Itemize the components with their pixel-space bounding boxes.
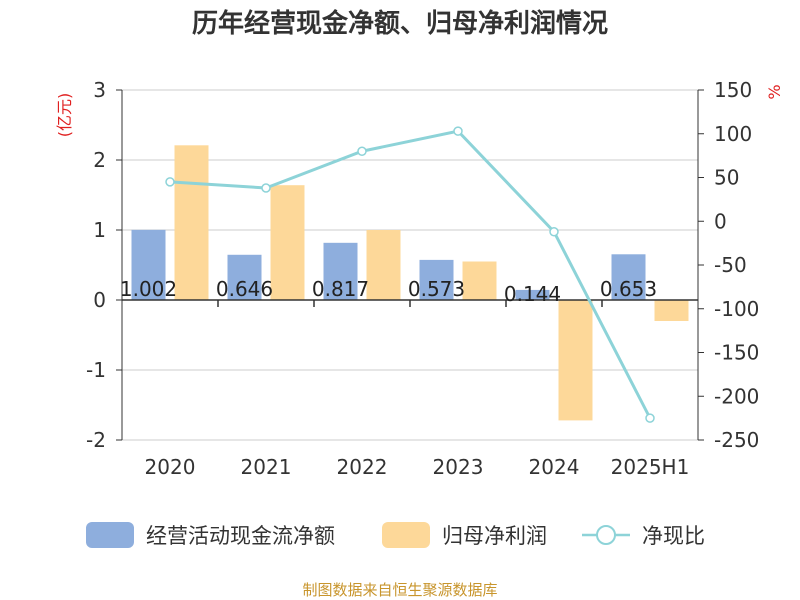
operating-cash-bar bbox=[227, 254, 262, 300]
legend-item-ratio[interactable]: 净现比 bbox=[582, 524, 705, 548]
ratio-point bbox=[453, 126, 463, 136]
left-axis-tick-label: -1 bbox=[86, 358, 106, 382]
ratio-line bbox=[169, 129, 652, 419]
x-axis-category-label: 2021 bbox=[241, 455, 292, 479]
ratio-point bbox=[357, 146, 367, 156]
legend-swatch bbox=[86, 522, 134, 548]
left-axis-unit: (亿元) bbox=[55, 93, 74, 138]
net-profit-bar bbox=[366, 230, 401, 300]
net-profit-bar bbox=[174, 145, 209, 300]
right-axis-tick-label: 50 bbox=[714, 166, 739, 190]
legend-point-swatch bbox=[596, 525, 616, 545]
left-axis-tick-label: 1 bbox=[93, 218, 106, 242]
operating-cash-bar bbox=[611, 254, 646, 300]
source-note: 制图数据来自恒生聚源数据库 bbox=[302, 581, 497, 599]
x-axis-category-label: 2024 bbox=[529, 455, 580, 479]
ratio-point bbox=[645, 413, 655, 423]
x-axis-category-label: 2025H1 bbox=[611, 455, 690, 479]
right-axis-tick-label: -50 bbox=[714, 253, 747, 277]
data-labels: 1.002 0.646 0.817 0.573 0.144 0.653 bbox=[120, 277, 657, 306]
right-axis-tick-label: 150 bbox=[714, 78, 752, 102]
left-axis-tick-label: 0 bbox=[93, 288, 106, 312]
operating-cash-data-label: 0.646 bbox=[216, 277, 273, 301]
net-profit-bar bbox=[462, 261, 497, 300]
operating-cash-data-label: 0.817 bbox=[312, 277, 369, 301]
ratio-line-series bbox=[165, 126, 655, 423]
x-axis-category-label: 2022 bbox=[337, 455, 388, 479]
net-profit-bar bbox=[270, 185, 305, 300]
x-axis-category-label: 2020 bbox=[145, 455, 196, 479]
operating-cash-data-label: 0.573 bbox=[408, 277, 465, 301]
ratio-point bbox=[165, 177, 175, 187]
operating-cash-bar bbox=[419, 259, 454, 300]
legend[interactable]: 经营活动现金流净额 归母净利润 净现比 bbox=[86, 522, 705, 548]
right-axis-tick-label: -250 bbox=[714, 428, 759, 452]
right-axis-tick-label: 0 bbox=[714, 209, 727, 233]
operating-cash-data-label: 0.144 bbox=[504, 282, 561, 306]
legend-item-net-profit[interactable]: 归母净利润 bbox=[382, 522, 547, 548]
legend-label: 经营活动现金流净额 bbox=[146, 524, 335, 548]
legend-label: 净现比 bbox=[642, 524, 705, 548]
net-profit-bar bbox=[558, 300, 593, 421]
x-axis-category-label: 2023 bbox=[433, 455, 484, 479]
grid-lines bbox=[122, 89, 698, 441]
right-axis-tick-label: -150 bbox=[714, 341, 759, 365]
left-axis-tick-label: 2 bbox=[93, 148, 106, 172]
right-axis-tick-label: -200 bbox=[714, 384, 759, 408]
legend-swatch bbox=[382, 522, 430, 548]
right-axis-tick-label: -100 bbox=[714, 297, 759, 321]
left-axis-tick-label: -2 bbox=[86, 428, 106, 452]
operating-cash-bar bbox=[131, 229, 166, 300]
left-axis-tick-label: 3 bbox=[93, 78, 106, 102]
operating-cash-bar bbox=[515, 289, 550, 300]
net-profit-bar bbox=[654, 300, 689, 321]
chart-title: 历年经营现金净额、归母净利润情况 bbox=[192, 8, 608, 39]
right-axis-tick-label: 100 bbox=[714, 122, 752, 146]
legend-item-operating-cash[interactable]: 经营活动现金流净额 bbox=[86, 522, 335, 548]
right-axis-unit: % bbox=[765, 84, 784, 99]
bars bbox=[131, 145, 689, 421]
legend-label: 归母净利润 bbox=[442, 524, 547, 548]
operating-cash-data-label: 0.653 bbox=[600, 277, 657, 301]
axes: -2 -1 0 1 2 3 -250 -200 -150 -100 -50 0 50 100 150 (亿元)… bbox=[55, 78, 784, 479]
operating-cash-data-label: 1.002 bbox=[120, 277, 177, 301]
ratio-point bbox=[261, 183, 271, 193]
operating-cash-bar bbox=[323, 242, 358, 300]
ratio-point bbox=[549, 227, 559, 237]
